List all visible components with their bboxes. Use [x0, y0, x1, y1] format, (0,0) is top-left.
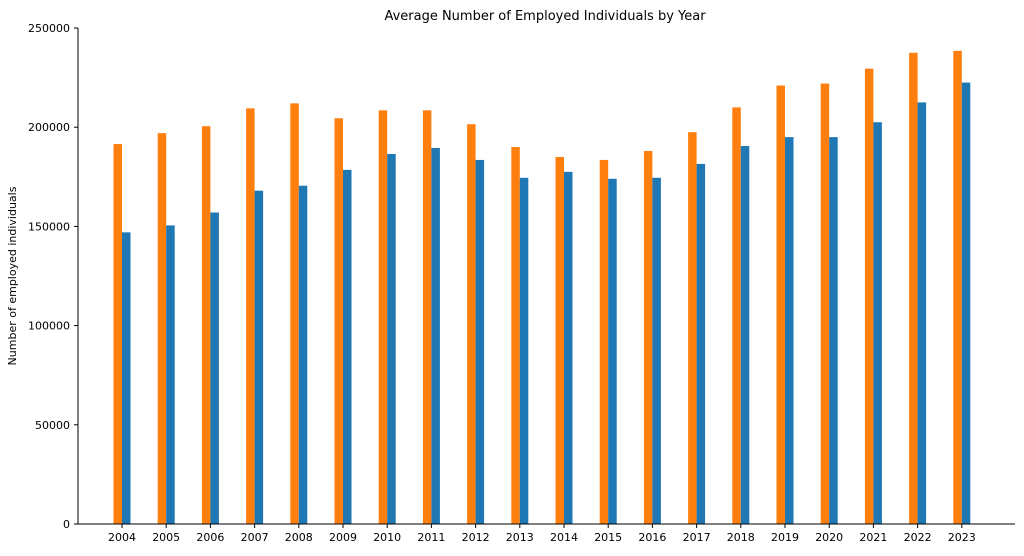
bar-2022-s2 — [917, 102, 927, 525]
bar-2016-s2 — [652, 177, 661, 525]
x-tick-label: 2022 — [904, 531, 932, 544]
y-tick-label: 150000 — [28, 220, 70, 233]
bar-2018-s1 — [732, 107, 741, 525]
x-tick-label: 2007 — [241, 531, 269, 544]
bar-2010-s2 — [387, 153, 396, 525]
bar-2005-s1 — [157, 133, 167, 524]
bar-2015-s1 — [599, 159, 609, 524]
chart-title: Average Number of Employed Individuals b… — [384, 9, 706, 24]
x-tick-label: 2021 — [859, 531, 887, 544]
bar-2018-s2 — [740, 146, 750, 525]
bar-2015-s2 — [608, 178, 617, 524]
y-tick-label: 100000 — [28, 320, 70, 333]
bar-2020-s2 — [829, 137, 838, 524]
x-tick-label: 2011 — [417, 531, 445, 544]
axes-group: 0 50000 100000 150000 200000 250000 2004 2005 20… — [28, 22, 1015, 544]
bar-2009-s1 — [334, 118, 343, 525]
bar-2014-s2 — [564, 171, 573, 524]
x-tick-label: 2012 — [462, 531, 490, 544]
bar-2010-s1 — [378, 110, 388, 524]
y-axis-label: Number of employed individuals — [6, 186, 19, 365]
bar-2022-s1 — [909, 52, 918, 525]
x-tick-label: 2017 — [683, 531, 711, 544]
bar-2004-s1 — [113, 144, 122, 524]
x-tick-label: 2015 — [594, 531, 622, 544]
bar-2023-s1 — [953, 50, 962, 524]
y-tick-label: 50000 — [35, 419, 70, 432]
bar-2021-s1 — [864, 68, 874, 525]
bar-2016-s1 — [643, 151, 653, 524]
bar-2007-s2 — [254, 190, 264, 524]
y-tick-label: 250000 — [28, 22, 70, 35]
x-tick-label: 2014 — [550, 531, 578, 544]
bar-2011-s1 — [422, 110, 432, 524]
bar-2017-s2 — [696, 163, 706, 524]
x-tick-label: 2023 — [948, 531, 976, 544]
bars-group — [113, 50, 971, 525]
bar-2017-s1 — [688, 132, 697, 524]
x-tick-label: 2006 — [196, 531, 224, 544]
bar-2009-s2 — [343, 169, 352, 525]
bar-2004-s2 — [122, 232, 131, 524]
x-tick-label: 2010 — [373, 531, 401, 544]
x-tick-label: 2018 — [727, 531, 755, 544]
bar-2005-s2 — [166, 225, 175, 524]
x-tick-label: 2016 — [638, 531, 666, 544]
x-tick-label: 2020 — [815, 531, 843, 544]
bar-2019-s1 — [776, 85, 785, 524]
bar-2012-s2 — [475, 159, 485, 524]
bar-2021-s2 — [873, 122, 882, 525]
x-tick-label: 2005 — [152, 531, 180, 544]
bar-2011-s2 — [431, 148, 440, 524]
x-tick-label: 2008 — [285, 531, 313, 544]
bar-2008-s2 — [298, 185, 308, 525]
x-tick-label: 2013 — [506, 531, 534, 544]
y-tick-label: 0 — [63, 518, 70, 531]
bar-2008-s1 — [290, 103, 299, 524]
bar-2013-s1 — [511, 147, 520, 525]
bar-2019-s2 — [785, 137, 794, 524]
x-tick-label: 2009 — [329, 531, 357, 544]
y-tick-label: 200000 — [28, 121, 70, 134]
bar-2023-s2 — [961, 82, 971, 524]
bar-2007-s1 — [246, 108, 255, 524]
bar-2006-s1 — [201, 126, 211, 525]
bar-2012-s1 — [467, 124, 476, 524]
bar-2006-s2 — [210, 212, 219, 524]
bar-2014-s1 — [555, 156, 564, 524]
bar-2013-s2 — [519, 177, 529, 525]
x-tick-label: 2004 — [108, 531, 136, 544]
x-tick-label: 2019 — [771, 531, 799, 544]
bar-2020-s1 — [820, 83, 830, 525]
